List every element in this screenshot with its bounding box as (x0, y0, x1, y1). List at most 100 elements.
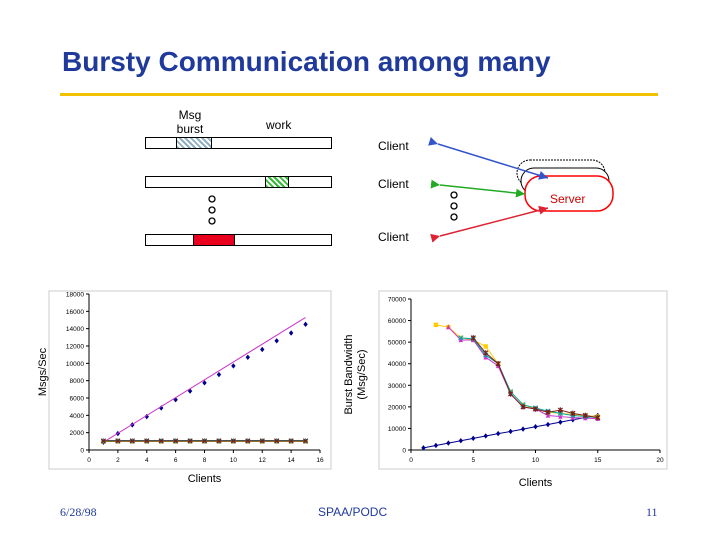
data-point (557, 407, 564, 413)
data-point (216, 371, 222, 378)
y-tick-label: 10000 (66, 361, 84, 368)
data-point (545, 409, 551, 415)
data-point (433, 442, 439, 449)
x-tick-label: 2 (116, 457, 120, 464)
data-point (470, 335, 476, 341)
data-point (274, 438, 280, 444)
arrow-client1-server (428, 137, 549, 180)
y-tick-label: 20000 (388, 404, 406, 411)
msg-burst-segment (193, 234, 235, 246)
y-axis-label: (Msg/Sec) (356, 349, 368, 399)
data-point (483, 433, 488, 439)
data-point (288, 438, 294, 444)
x-tick-label: 4 (145, 457, 149, 464)
data-point (173, 438, 179, 444)
footer-date: 6/28/98 (60, 505, 97, 519)
client-timeline-3 (145, 234, 332, 246)
client-label-3: Client (378, 230, 409, 244)
series-4 (470, 335, 601, 421)
msg-burst-label: Msg burst (176, 108, 204, 136)
arrow-client2-server (430, 179, 526, 198)
data-point (495, 361, 501, 367)
slide-title: Bursty Communication among many (62, 46, 551, 77)
data-point (507, 391, 514, 397)
y-tick-label: 12000 (66, 344, 84, 351)
y-tick-label: 50000 (388, 340, 406, 347)
data-point (483, 354, 488, 360)
data-point (532, 406, 539, 412)
x-tick-label: 12 (259, 457, 267, 464)
data-point (595, 414, 601, 421)
data-point (520, 404, 526, 410)
server-label: Server (550, 192, 586, 206)
data-point (288, 330, 294, 336)
data-point (158, 438, 164, 444)
data-point (274, 338, 279, 344)
data-point (458, 438, 463, 444)
y-tick-label: 60000 (388, 318, 406, 325)
data-point (303, 321, 308, 328)
y-axis-label: Burst Bandwidth (343, 334, 355, 414)
x-axis-label: Clients (519, 477, 553, 489)
x-tick-label: 20 (656, 457, 664, 464)
data-point (129, 438, 135, 444)
y-tick-label: 18000 (66, 292, 84, 299)
data-point (458, 335, 464, 341)
x-tick-label: 10 (230, 457, 238, 464)
y-tick-label: 14000 (66, 326, 84, 333)
data-point (245, 438, 251, 444)
data-point (545, 412, 551, 418)
y-tick-label: 16000 (66, 309, 84, 316)
msg-burst-segment (176, 137, 212, 149)
x-tick-label: 0 (87, 457, 91, 464)
data-point (100, 438, 107, 444)
data-point (187, 438, 193, 444)
x-axis-label: Clients (188, 473, 222, 485)
data-point (483, 344, 488, 349)
data-point (260, 346, 265, 353)
data-point (202, 380, 207, 386)
data-point (471, 435, 476, 442)
client-timeline-2 (145, 176, 332, 188)
x-tick-label: 0 (409, 457, 413, 464)
client-label-1: Client (378, 139, 409, 153)
data-point (216, 438, 222, 444)
series-line (103, 316, 306, 443)
data-point (433, 322, 439, 328)
data-point (201, 438, 208, 444)
series-1 (103, 316, 306, 443)
chart-msgs-per-sec: 0 2000 4000 6000 8000 10000 12000 14000 16000 180… (37, 290, 332, 485)
series-line (460, 337, 598, 419)
data-point (508, 428, 513, 435)
x-tick-label: 5 (471, 457, 475, 464)
chart-frame (378, 290, 668, 470)
data-point (446, 440, 451, 446)
footer-page-number: 11 (646, 505, 658, 519)
vertical-dots-icon (450, 191, 458, 221)
y-tick-label: 70000 (388, 297, 406, 304)
x-tick-label: 6 (174, 457, 178, 464)
y-tick-label: 6000 (70, 396, 85, 403)
data-point (570, 410, 576, 417)
client-label-2: Client (378, 177, 409, 191)
data-point (245, 354, 251, 360)
data-point (231, 363, 236, 369)
y-tick-label: 30000 (388, 383, 406, 390)
work-label: work (266, 118, 292, 132)
x-tick-label: 16 (316, 457, 324, 464)
data-point (582, 412, 588, 419)
series-4 (100, 438, 309, 444)
x-tick-label: 14 (288, 457, 296, 464)
x-tick-label: 8 (203, 457, 207, 464)
data-point (230, 438, 236, 444)
data-point (570, 414, 576, 420)
x-tick-label: 10 (532, 457, 540, 464)
data-point (483, 350, 489, 356)
msg-burst-segment (265, 176, 289, 188)
y-tick-label: 0 (80, 448, 84, 455)
footer-venue: SPAA/PODC (318, 505, 388, 519)
chart-burst-bandwidth: 0 10000 20000 30000 40000 50000 60000 70000 0 5 10… (343, 290, 668, 489)
data-point (187, 388, 193, 394)
communication-diagram (208, 137, 614, 243)
y-tick-label: 2000 (70, 430, 85, 437)
